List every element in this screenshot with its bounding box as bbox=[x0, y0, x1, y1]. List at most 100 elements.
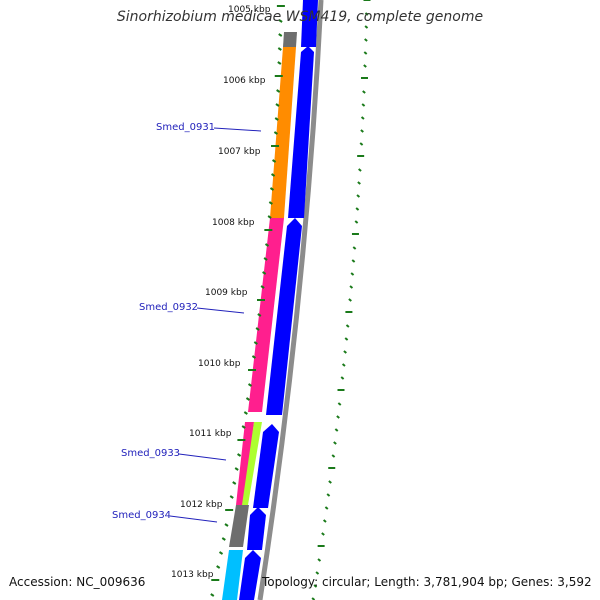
outer-tick bbox=[356, 194, 361, 198]
tick-label-1006: 1006 kbp bbox=[223, 76, 266, 86]
inner-tick bbox=[272, 159, 277, 163]
gene-segment-gray bbox=[283, 32, 297, 47]
tick-label-1005: 1005 kbp bbox=[228, 5, 271, 15]
cds-arrow-2 bbox=[288, 46, 314, 218]
outer-tick bbox=[334, 428, 339, 432]
outer-tick bbox=[361, 103, 366, 107]
outer-tick bbox=[336, 415, 340, 419]
outer-tick bbox=[357, 181, 361, 185]
outer-tick bbox=[360, 129, 364, 133]
feature-label-smed-0933[interactable]: Smed_0933 bbox=[121, 448, 180, 459]
gene-segment-lime bbox=[242, 422, 262, 505]
outer-tick bbox=[326, 493, 331, 497]
outer-tick bbox=[333, 441, 337, 445]
tick-label-1010: 1010 kbp bbox=[198, 359, 241, 369]
cds-arrow-1 bbox=[301, 0, 318, 47]
outer-tick bbox=[337, 402, 342, 406]
tick-label-1009: 1009 kbp bbox=[205, 288, 248, 298]
cds-arrow-5 bbox=[247, 507, 266, 550]
outer-tick bbox=[354, 220, 359, 224]
inner-tick bbox=[275, 103, 280, 107]
inner-tick bbox=[277, 47, 282, 51]
outer-tick bbox=[350, 272, 355, 276]
inner-tick bbox=[255, 327, 260, 331]
outer-tick bbox=[362, 90, 366, 94]
gene-segment-orange bbox=[270, 47, 296, 218]
inner-tick bbox=[278, 33, 283, 37]
outer-tick bbox=[315, 571, 320, 575]
inner-tick bbox=[237, 453, 242, 457]
outer-tick bbox=[321, 532, 325, 536]
inner-tick bbox=[264, 243, 270, 247]
feature-label-smed-0931[interactable]: Smed_0931 bbox=[156, 122, 215, 133]
inner-tick bbox=[278, 19, 283, 23]
accession-text: Accession: NC_009636 bbox=[9, 575, 146, 589]
outer-tick bbox=[363, 64, 367, 68]
outer-tick bbox=[352, 246, 357, 250]
outer-tick bbox=[355, 207, 360, 211]
inner-tick bbox=[276, 89, 281, 93]
outer-tick bbox=[349, 285, 354, 289]
outer-tick bbox=[348, 298, 352, 302]
cds-arrow-4 bbox=[253, 424, 279, 508]
leader-line-smed-0932 bbox=[196, 307, 245, 314]
cds-arrow-6 bbox=[239, 550, 261, 600]
outer-tick bbox=[358, 168, 362, 172]
leader-line-smed-0931 bbox=[213, 127, 262, 132]
feature-label-smed-0934[interactable]: Smed_0934 bbox=[112, 510, 171, 521]
inner-tick bbox=[232, 481, 237, 485]
outer-tick bbox=[313, 584, 318, 588]
inner-tick bbox=[277, 61, 282, 65]
outer-tick bbox=[324, 506, 329, 510]
tick-marks-outer bbox=[311, 0, 371, 600]
inner-tick bbox=[267, 215, 272, 219]
inner-tick bbox=[210, 593, 215, 597]
outer-tick bbox=[341, 363, 346, 367]
inner-tick bbox=[216, 565, 221, 569]
outer-tick bbox=[322, 519, 327, 523]
tick-label-1012: 1012 kbp bbox=[180, 500, 223, 510]
tick-label-1008: 1008 kbp bbox=[212, 218, 255, 228]
topology-summary-text: Topology: circular; Length: 3,781,904 bp… bbox=[262, 575, 592, 589]
inner-tick bbox=[221, 537, 226, 541]
leader-line-smed-0933 bbox=[178, 453, 227, 461]
outer-tick bbox=[328, 480, 332, 484]
inner-tick bbox=[270, 173, 276, 177]
outer-tick bbox=[344, 337, 349, 341]
outer-tick bbox=[363, 51, 368, 55]
backbone-line bbox=[257, 0, 324, 600]
inner-tick bbox=[241, 425, 246, 429]
inner-tick bbox=[269, 187, 275, 191]
inner-tick bbox=[268, 201, 273, 205]
gene-segment-gray-2 bbox=[229, 505, 249, 547]
outer-tick bbox=[359, 142, 364, 146]
inner-tick bbox=[273, 131, 278, 135]
tick-label-1007: 1007 kbp bbox=[218, 147, 261, 157]
cds-arrow-3 bbox=[266, 218, 302, 415]
outer-tick bbox=[340, 376, 345, 380]
gene-segment-magenta bbox=[248, 218, 284, 412]
outer-tick bbox=[360, 116, 365, 120]
outer-tick bbox=[331, 454, 336, 458]
leader-line-smed-0934 bbox=[169, 515, 218, 523]
outer-tick bbox=[317, 558, 322, 562]
outer-tick bbox=[364, 25, 369, 29]
inner-tick bbox=[245, 397, 251, 401]
inner-tick bbox=[257, 313, 262, 317]
gene-segment-cyan bbox=[222, 550, 243, 600]
feature-label-smed-0932[interactable]: Smed_0932 bbox=[139, 302, 198, 313]
inner-tick bbox=[234, 467, 239, 471]
outer-tick bbox=[351, 259, 356, 263]
tick-marks-inner bbox=[210, 5, 285, 597]
inner-tick bbox=[243, 411, 248, 415]
outer-tick bbox=[364, 12, 369, 16]
inner-tick bbox=[260, 285, 265, 289]
tick-label-1011: 1011 kbp bbox=[189, 429, 232, 439]
inner-tick bbox=[247, 383, 253, 387]
inner-tick bbox=[253, 341, 258, 345]
inner-tick bbox=[274, 117, 279, 121]
gene-segment-magenta-2 bbox=[236, 422, 254, 505]
inner-tick bbox=[224, 523, 229, 527]
map-title: Sinorhizobium medicae WSM419, complete g… bbox=[116, 9, 484, 25]
